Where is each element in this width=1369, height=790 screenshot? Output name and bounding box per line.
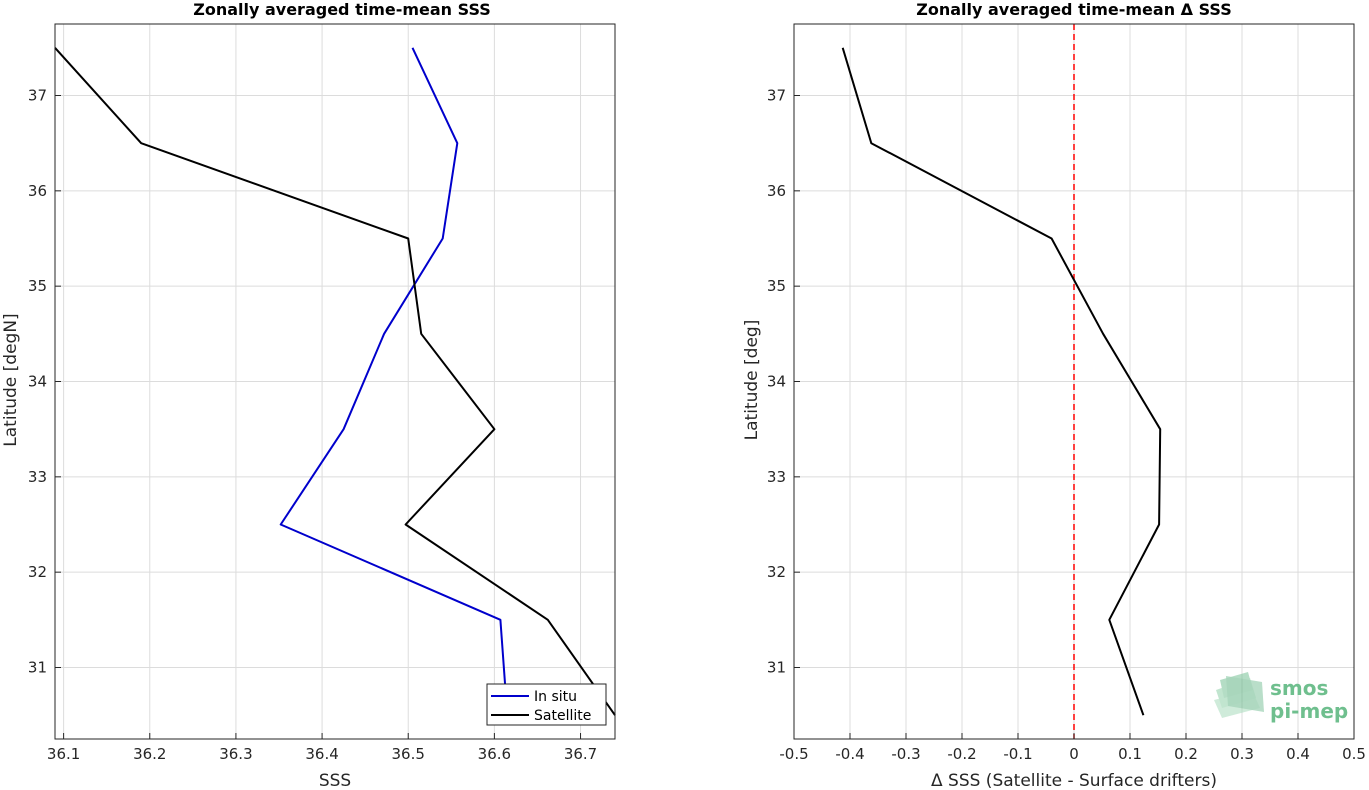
- legend[interactable]: In situ Satellite: [486, 683, 607, 726]
- x-tick-label: 0.1: [1118, 745, 1142, 763]
- y-tick-label: 33: [28, 468, 47, 486]
- x-tick-label: 36.1: [47, 745, 80, 763]
- y-tick-label: 33: [767, 468, 786, 486]
- right-chart-panel: -0.5 -0.4 -0.3 -0.2 -0.1 0 0.1 0.2 0.3 0.4 0.5 313…: [742, 0, 1366, 790]
- x-tick-label: 36.7: [564, 745, 597, 763]
- logo-text-line1: smos: [1270, 676, 1328, 700]
- left-grid: [55, 24, 615, 739]
- y-tick-label: 37: [767, 87, 786, 105]
- left-y-tick-labels: 31 32 33 34 35 36 37: [28, 87, 61, 677]
- x-tick-label: -0.5: [779, 745, 808, 763]
- x-tick-label: -0.2: [947, 745, 976, 763]
- left-x-tick-labels: 36.1 36.2 36.3 36.4 36.5 36.6 36.7: [47, 733, 597, 763]
- x-tick-label: 0.2: [1174, 745, 1198, 763]
- right-y-tick-labels: 31 32 33 34 35 36 37: [767, 87, 800, 677]
- y-tick-label: 34: [767, 373, 786, 391]
- delta-sss-series-line: [841, 47, 1162, 716]
- x-tick-label: 36.3: [219, 745, 252, 763]
- logo-layers-icon: [1214, 672, 1264, 718]
- legend-in-situ-label: In situ: [534, 689, 577, 705]
- smos-pi-mep-logo: smos pi-mep: [1214, 672, 1348, 723]
- right-x-axis-label: Δ SSS (Satellite - Surface drifters): [931, 771, 1217, 790]
- x-tick-label: 0.4: [1286, 745, 1310, 763]
- in-situ-series-line: [279, 47, 509, 716]
- right-chart-title: Zonally averaged time-mean Δ SSS: [916, 0, 1232, 19]
- satellite-series-line: [54, 47, 616, 716]
- x-tick-label: 36.2: [133, 745, 166, 763]
- x-tick-label: 36.4: [305, 745, 338, 763]
- x-tick-label: 0.5: [1342, 745, 1366, 763]
- left-x-axis-label: SSS: [319, 771, 351, 790]
- y-tick-label: 32: [28, 563, 47, 581]
- left-chart-title: Zonally averaged time-mean SSS: [193, 0, 491, 19]
- x-tick-label: 0.3: [1230, 745, 1254, 763]
- x-tick-label: 36.6: [478, 745, 511, 763]
- right-y-axis-label: Latitude [deg]: [742, 320, 762, 441]
- left-chart-panel: 36.1 36.2 36.3 36.4 36.5 36.6 36.7 31323334353…: [1, 0, 616, 790]
- y-tick-label: 37: [28, 87, 47, 105]
- x-tick-label: -0.1: [1003, 745, 1032, 763]
- x-tick-label: -0.4: [835, 745, 864, 763]
- right-series-lines: [841, 47, 1162, 716]
- legend-satellite-label: Satellite: [534, 708, 591, 724]
- left-y-axis-label: Latitude [degN]: [1, 313, 21, 446]
- legend-box: [486, 683, 607, 726]
- y-tick-label: 35: [28, 277, 47, 295]
- left-series-lines: [54, 47, 616, 716]
- y-tick-label: 35: [767, 277, 786, 295]
- y-tick-label: 34: [28, 373, 47, 391]
- y-tick-label: 32: [767, 563, 786, 581]
- y-tick-label: 31: [767, 659, 786, 677]
- y-tick-label: 31: [28, 659, 47, 677]
- right-x-tick-labels: -0.5 -0.4 -0.3 -0.2 -0.1 0 0.1 0.2 0.3 0.4 0.5: [779, 733, 1366, 763]
- y-tick-label: 36: [28, 182, 47, 200]
- logo-text-line2: pi-mep: [1270, 699, 1348, 723]
- y-tick-label: 36: [767, 182, 786, 200]
- x-tick-label: 36.5: [392, 745, 425, 763]
- x-tick-label: -0.3: [891, 745, 920, 763]
- x-tick-label: 0: [1069, 745, 1079, 763]
